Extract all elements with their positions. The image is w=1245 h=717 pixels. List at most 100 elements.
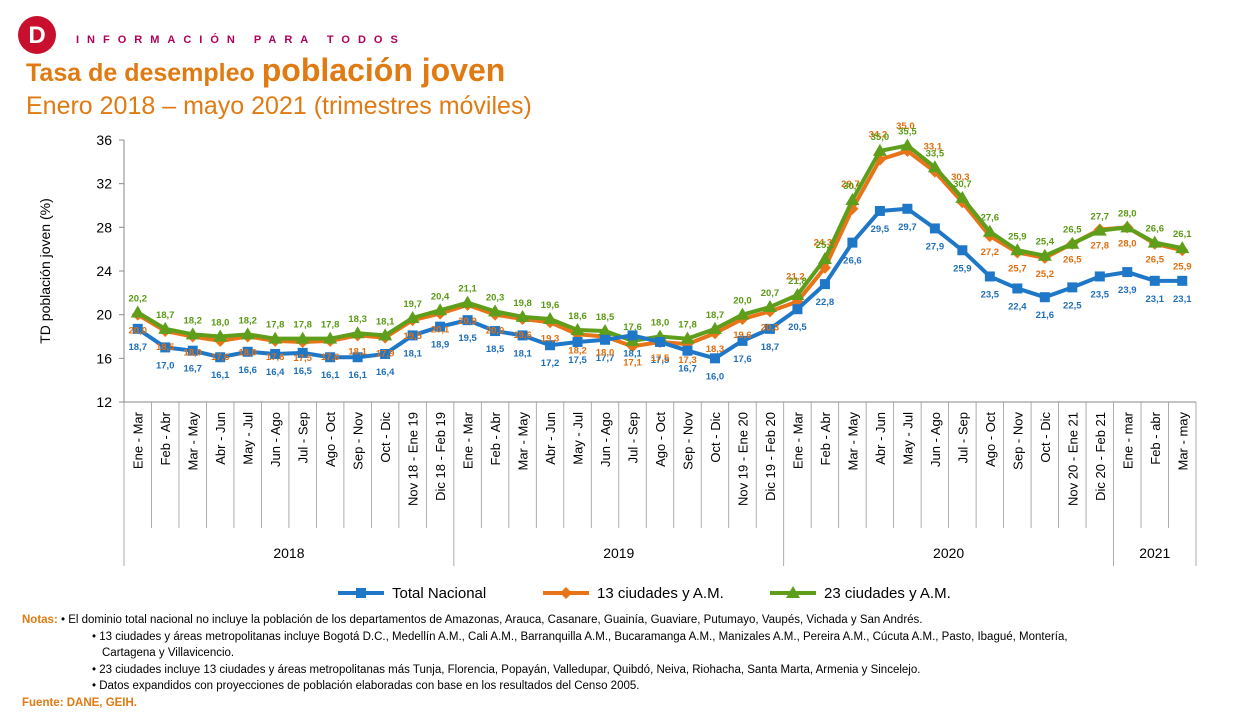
data-label: 22,5 — [1063, 300, 1082, 311]
data-label: 18,0 — [651, 318, 670, 329]
x-tick-label: Mar - may — [1175, 412, 1190, 471]
data-point — [187, 345, 198, 356]
data-point — [185, 327, 200, 340]
data-label: 20,9 — [458, 316, 477, 327]
data-label: 30,5 — [843, 181, 862, 192]
data-label: 26,1 — [1173, 229, 1192, 240]
data-label: 17,0 — [156, 360, 175, 371]
x-tick-label: Jun - Ago — [268, 412, 283, 467]
x-tick-label: Ene - mar — [1120, 411, 1135, 469]
data-label: 16,7 — [183, 364, 202, 375]
x-tick-label: Feb - Abr — [158, 411, 173, 465]
chart-series — [130, 138, 1190, 364]
data-label: 17,8 — [293, 320, 312, 331]
data-label: 17,5 — [651, 355, 670, 366]
data-point — [158, 321, 173, 334]
data-label: 17,7 — [596, 353, 615, 364]
data-label: 20,5 — [788, 322, 807, 333]
data-label: 28,0 — [1118, 208, 1137, 219]
data-point — [515, 309, 530, 322]
data-label: 29,7 — [841, 179, 860, 190]
data-label: 16,4 — [266, 367, 285, 378]
data-label: 20,2 — [128, 293, 147, 304]
data-point — [325, 352, 336, 363]
data-label: 27,7 — [1091, 212, 1110, 223]
data-point — [433, 303, 448, 316]
source-note: Fuente: DANE, GEIH. — [22, 697, 138, 709]
data-label: 18,1 — [348, 346, 367, 357]
x-tick-label: Sep - Nov — [680, 412, 695, 470]
data-point — [517, 330, 528, 341]
dane-logo: D — [18, 16, 56, 54]
note-1: • El dominio total nacional no incluye l… — [60, 614, 923, 626]
data-label: 17,5 — [568, 355, 587, 366]
data-point — [297, 347, 308, 358]
data-label: 17,6 — [733, 354, 752, 365]
data-point — [1175, 241, 1190, 254]
page-title: Tasa de desempleo población joven — [26, 52, 505, 89]
data-label: 18,0 — [596, 348, 615, 359]
data-point — [1067, 282, 1078, 293]
data-label: 17,6 — [211, 352, 230, 363]
data-label: 18,1 — [623, 348, 642, 359]
data-label: 20,4 — [431, 291, 450, 302]
data-label: 19,6 — [513, 330, 532, 341]
tagline: INFORMACIÓN PARA TODOS — [76, 34, 406, 46]
data-label: 17,5 — [293, 353, 312, 364]
data-label: 26,5 — [1146, 255, 1165, 266]
data-point — [655, 336, 665, 347]
x-tick-label: Jun - Ago — [598, 412, 613, 467]
data-label: 29,7 — [898, 222, 917, 233]
page-subtitle: Enero 2018 – mayo 2021 (trimestres móvil… — [26, 92, 532, 120]
data-point — [600, 334, 611, 345]
data-label: 17,8 — [678, 320, 697, 331]
data-point — [1122, 267, 1133, 278]
data-label: 35,5 — [898, 126, 917, 137]
x-tick-label: Nov 20 - Ene 21 — [1065, 412, 1080, 506]
data-label: 19,5 — [403, 331, 422, 342]
data-label: 18,9 — [431, 340, 450, 351]
x-tick-label: Nov 18 - Ene 19 — [406, 412, 421, 506]
year-label: 2018 — [273, 545, 304, 561]
y-tick-label: 32 — [96, 176, 112, 192]
x-tick-label: Jun - Ago — [928, 412, 943, 467]
x-tick-label: Abr - Jun — [873, 412, 888, 465]
data-point — [817, 251, 832, 264]
title-part1: Tasa de desempleo — [26, 59, 262, 87]
data-point — [490, 326, 501, 337]
y-tick-label: 24 — [96, 263, 112, 279]
data-point — [1010, 243, 1025, 256]
y-tick-label: 28 — [96, 219, 112, 235]
data-point — [543, 312, 558, 325]
x-tick-label: Abr - Jun — [543, 412, 558, 465]
logo-circle — [18, 16, 56, 54]
data-point — [957, 245, 968, 256]
data-label: 18,2 — [238, 315, 257, 326]
data-point — [735, 307, 750, 320]
x-tick-label: Oct - Dic — [1038, 412, 1053, 463]
data-point — [407, 330, 418, 341]
data-point — [872, 143, 887, 156]
x-tick-label: Abr - Jun — [213, 412, 228, 465]
data-point — [270, 348, 281, 359]
data-label: 25,9 — [953, 263, 972, 274]
data-point — [902, 203, 913, 214]
data-label: 23,5 — [1091, 289, 1110, 300]
data-point — [572, 336, 583, 347]
data-point — [792, 304, 803, 315]
x-tick-label: Sep - Nov — [1010, 412, 1025, 470]
data-label: 16,1 — [211, 370, 230, 381]
data-label: 19,8 — [513, 298, 532, 309]
data-label: 22,8 — [816, 297, 835, 308]
chart-data-labels: 18,7 17,0 16,7 16,1 16,6 16,4 16,5 16,1 16,1 16,4… — [128, 121, 1192, 382]
data-label: 17,2 — [541, 358, 560, 369]
data-point — [982, 224, 997, 237]
data-label: 18,3 — [348, 314, 367, 325]
x-tick-label: Feb - Abr — [488, 411, 503, 465]
data-point — [1177, 275, 1188, 286]
data-label: 18,1 — [513, 348, 532, 359]
data-point — [847, 237, 858, 248]
data-point — [488, 304, 503, 317]
data-label: 25,2 — [1036, 269, 1055, 280]
notes: Notas: • El dominio total nacional no in… — [22, 612, 1232, 695]
